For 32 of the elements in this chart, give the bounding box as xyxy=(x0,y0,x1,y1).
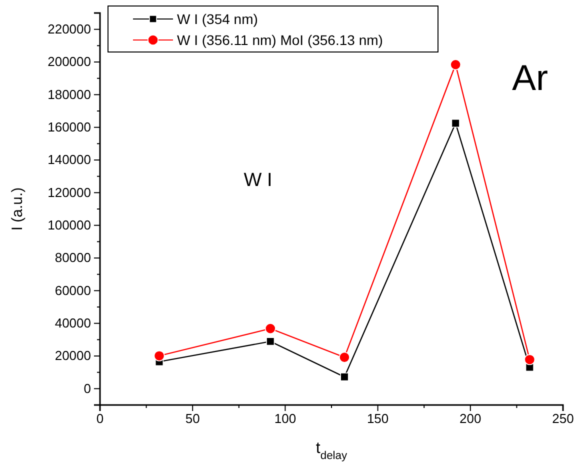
point xyxy=(524,354,536,366)
y-tick-label: 200000 xyxy=(48,54,91,70)
point xyxy=(339,352,350,363)
y-tick-label: 220000 xyxy=(48,21,91,36)
x-tick-label: 0 xyxy=(96,411,104,426)
y-tick-label: 180000 xyxy=(48,86,91,102)
legend-label: W I (356.11 nm) MoI (356.13 nm) xyxy=(177,32,383,48)
x-tick-label: 200 xyxy=(460,411,482,426)
legend-label: W I (354 nm) xyxy=(177,11,258,27)
point xyxy=(154,350,165,362)
y-tick-label: 60000 xyxy=(54,282,91,298)
point xyxy=(451,118,460,128)
y-tick-label: 0 xyxy=(84,380,91,396)
point xyxy=(266,337,275,346)
x-tick-label: 100 xyxy=(274,411,296,426)
y-tick-label: 40000 xyxy=(54,315,91,330)
y-tick-label: 20000 xyxy=(54,348,91,364)
x-tick-label: 50 xyxy=(185,411,200,426)
y-tick-label: 120000 xyxy=(48,184,91,200)
y-tick-label: 100000 xyxy=(48,217,91,232)
y-tick-label: 160000 xyxy=(48,119,91,134)
y-axis-title: I (a.u.) xyxy=(9,187,26,231)
x-tick-label: 250 xyxy=(552,411,574,426)
annotation: Ar xyxy=(512,57,548,98)
point xyxy=(340,372,349,382)
point xyxy=(264,323,276,334)
point xyxy=(450,59,462,70)
x-tick-label: 150 xyxy=(366,411,389,426)
annotation: W I xyxy=(244,170,272,191)
y-tick-label: 140000 xyxy=(48,152,91,168)
y-tick-label: 80000 xyxy=(54,250,91,266)
x-axis-title: t$_{delay}$ xyxy=(316,440,348,462)
